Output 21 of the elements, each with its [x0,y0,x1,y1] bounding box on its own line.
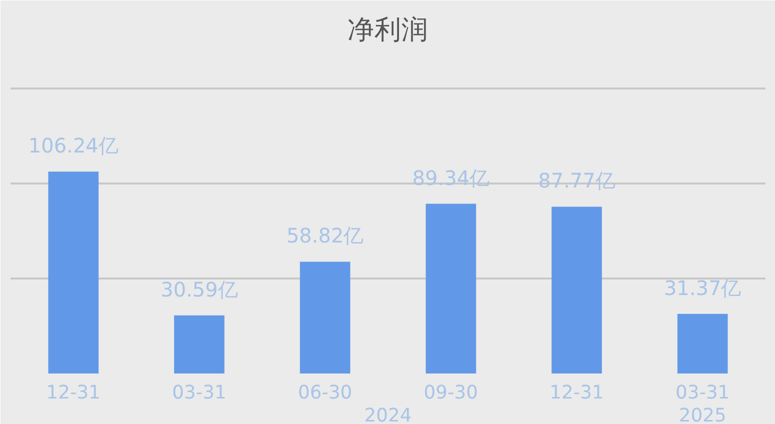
data-label: 106.24亿 [28,134,118,158]
text: 2024 [364,406,412,424]
x-tick-label: 09-30 [424,382,478,404]
bar [677,314,728,374]
x-tick-label: 06-30 [298,382,352,404]
text: 2025 [678,406,726,424]
bar [300,262,350,374]
bar [48,172,99,374]
x-tick-label: 03-31 [675,382,730,404]
data-label: 87.77亿 [538,168,616,193]
x-tick-label: 12-31 [46,382,101,404]
x-tick-label: 12-31 [550,382,604,404]
data-label: 31.37亿 [664,276,742,300]
bar [552,206,602,374]
x-tick-label: 03-31 [172,382,226,404]
data-label: 30.59亿 [160,277,238,302]
bar [426,204,476,374]
data-label: 89.34亿 [412,166,490,190]
chart-title: 净利润 [348,14,428,46]
bar [174,315,224,374]
data-label: 58.82亿 [286,224,364,248]
